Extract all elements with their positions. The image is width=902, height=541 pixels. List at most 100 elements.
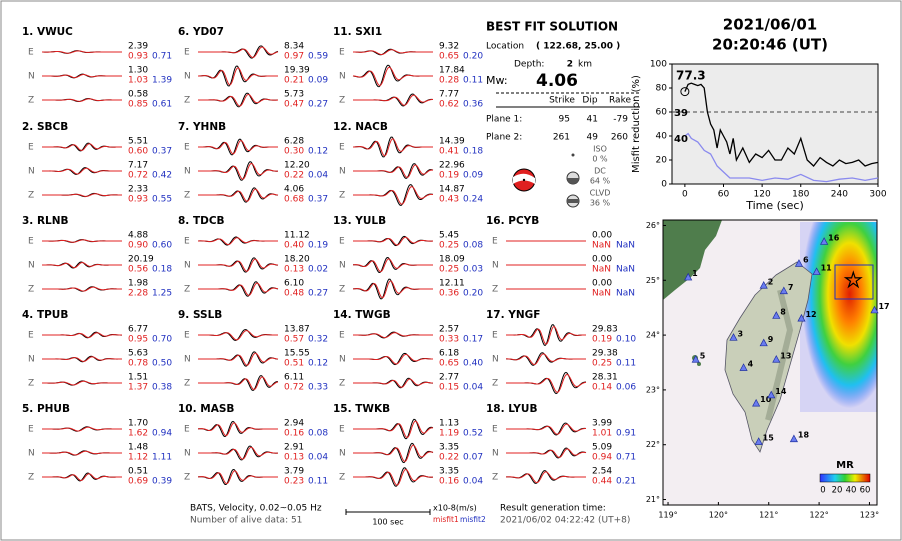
misfit1: 0.36 (439, 289, 459, 299)
component-name: DC (594, 167, 606, 176)
station-marker (779, 286, 788, 295)
misfit2: 0.37 (308, 195, 328, 205)
misfit2: 1.11 (152, 453, 172, 463)
synthetic-trace (353, 236, 434, 246)
component: N (28, 261, 35, 271)
component: N (184, 72, 191, 82)
station-name: 1. VWUC (22, 26, 73, 38)
station-label: 17 (878, 302, 889, 311)
y-tick-label: 40 (656, 132, 668, 142)
plane-value: 260 (611, 133, 628, 143)
plane-label: Plane 2: (486, 133, 522, 143)
misfit1: 0.94 (592, 453, 612, 463)
component: N (339, 72, 346, 82)
misfit2: 0.94 (152, 429, 172, 439)
station-name: 7. YHNB (178, 121, 226, 133)
x-tick-label: 60 (718, 190, 730, 200)
misfit2: 0.59 (308, 52, 328, 62)
synthetic-trace (42, 473, 122, 481)
component: E (28, 48, 34, 58)
mw-label: Mw: (486, 74, 508, 87)
best-marker (680, 87, 690, 97)
amplitude: 0.00 (592, 255, 612, 265)
misfit2: 0.03 (463, 265, 483, 275)
amplitude: 11.12 (284, 231, 310, 241)
amplitude: 12.11 (439, 279, 465, 289)
station-label: 6 (803, 255, 809, 264)
misfit2: 0.04 (308, 453, 328, 463)
misfit2: 0.27 (308, 100, 328, 110)
station-name: 12. NACB (333, 121, 388, 133)
synthetic-trace (506, 325, 586, 345)
misfit1: 0.65 (439, 359, 459, 369)
component: E (184, 237, 190, 247)
misfit1: 0.16 (284, 429, 304, 439)
component: Z (492, 473, 498, 483)
station-name: 9. SSLB (178, 309, 222, 321)
colorbar-label: 40 (846, 486, 857, 496)
station-name: 4. TPUB (22, 309, 68, 321)
component-name: ISO (593, 145, 607, 154)
annotation: 39 (674, 108, 688, 119)
misfit2: 0.07 (463, 453, 483, 463)
synthetic-trace (505, 471, 586, 484)
component: E (339, 331, 345, 341)
synthetic-trace (42, 262, 122, 269)
amplitude: 28.31 (592, 373, 618, 383)
colorbar-label: 20 (832, 486, 843, 496)
map-x-label: 123° (860, 511, 879, 520)
component: E (184, 48, 190, 58)
mw: 4.06 (536, 71, 578, 91)
column-header: Dip (582, 96, 597, 106)
amplitude: 14.87 (439, 185, 465, 195)
synthetic-trace (353, 186, 434, 205)
chart-frame (671, 63, 879, 185)
misfit1: 0.44 (592, 477, 612, 487)
synthetic-trace (197, 140, 279, 155)
component: Z (184, 96, 190, 106)
amplitude: 6.11 (284, 373, 304, 383)
synthetic-trace (42, 143, 122, 151)
misfit2: 0.71 (152, 52, 172, 62)
misfit2: 0.11 (463, 76, 483, 86)
synthetic-trace (353, 332, 433, 339)
misfit2: 0.20 (463, 289, 483, 299)
misfit1: 0.23 (284, 477, 304, 487)
misfit2: NaN (616, 265, 635, 275)
amplitude: 6.28 (284, 137, 304, 147)
amplitude: 19.39 (284, 66, 310, 76)
misfit2: 0.09 (308, 76, 328, 86)
station-name: 11. SXI1 (333, 26, 382, 38)
synthetic-trace (42, 426, 123, 432)
station-marker (870, 305, 879, 314)
synthetic-trace (42, 380, 122, 386)
amplitude: 2.39 (128, 42, 148, 52)
synthetic-trace (197, 422, 278, 437)
misfit2: 0.10 (616, 335, 636, 345)
misfit1: 0.21 (284, 76, 304, 86)
colorbar-label: 60 (860, 486, 871, 496)
misfit2: 0.60 (152, 241, 172, 251)
map-y-label: 26° (646, 221, 660, 230)
station-name: 18. LYUB (486, 403, 537, 415)
misfit1: 0.41 (439, 147, 459, 157)
misfit2: 0.32 (308, 335, 328, 345)
station-marker (772, 311, 781, 319)
misfit2: 0.09 (463, 171, 483, 181)
misfit2: 0.17 (463, 335, 483, 345)
amplitude: 2.54 (592, 467, 612, 477)
plane-value: -79 (613, 115, 628, 125)
amplitude: 5.09 (592, 443, 612, 453)
alive: Number of alive data: 51 (190, 516, 302, 526)
date: 2021/06/01 (723, 16, 817, 34)
amplitude: 14.39 (439, 137, 465, 147)
misfit1: 0.85 (128, 100, 148, 110)
amplitude: 0.58 (128, 90, 148, 100)
component: E (492, 237, 498, 247)
depth: 2 (567, 60, 573, 70)
component: N (492, 261, 499, 271)
misfit1: 0.47 (284, 100, 304, 110)
synthetic-trace (353, 420, 434, 439)
component: Z (184, 473, 190, 483)
station-marker (772, 355, 781, 363)
